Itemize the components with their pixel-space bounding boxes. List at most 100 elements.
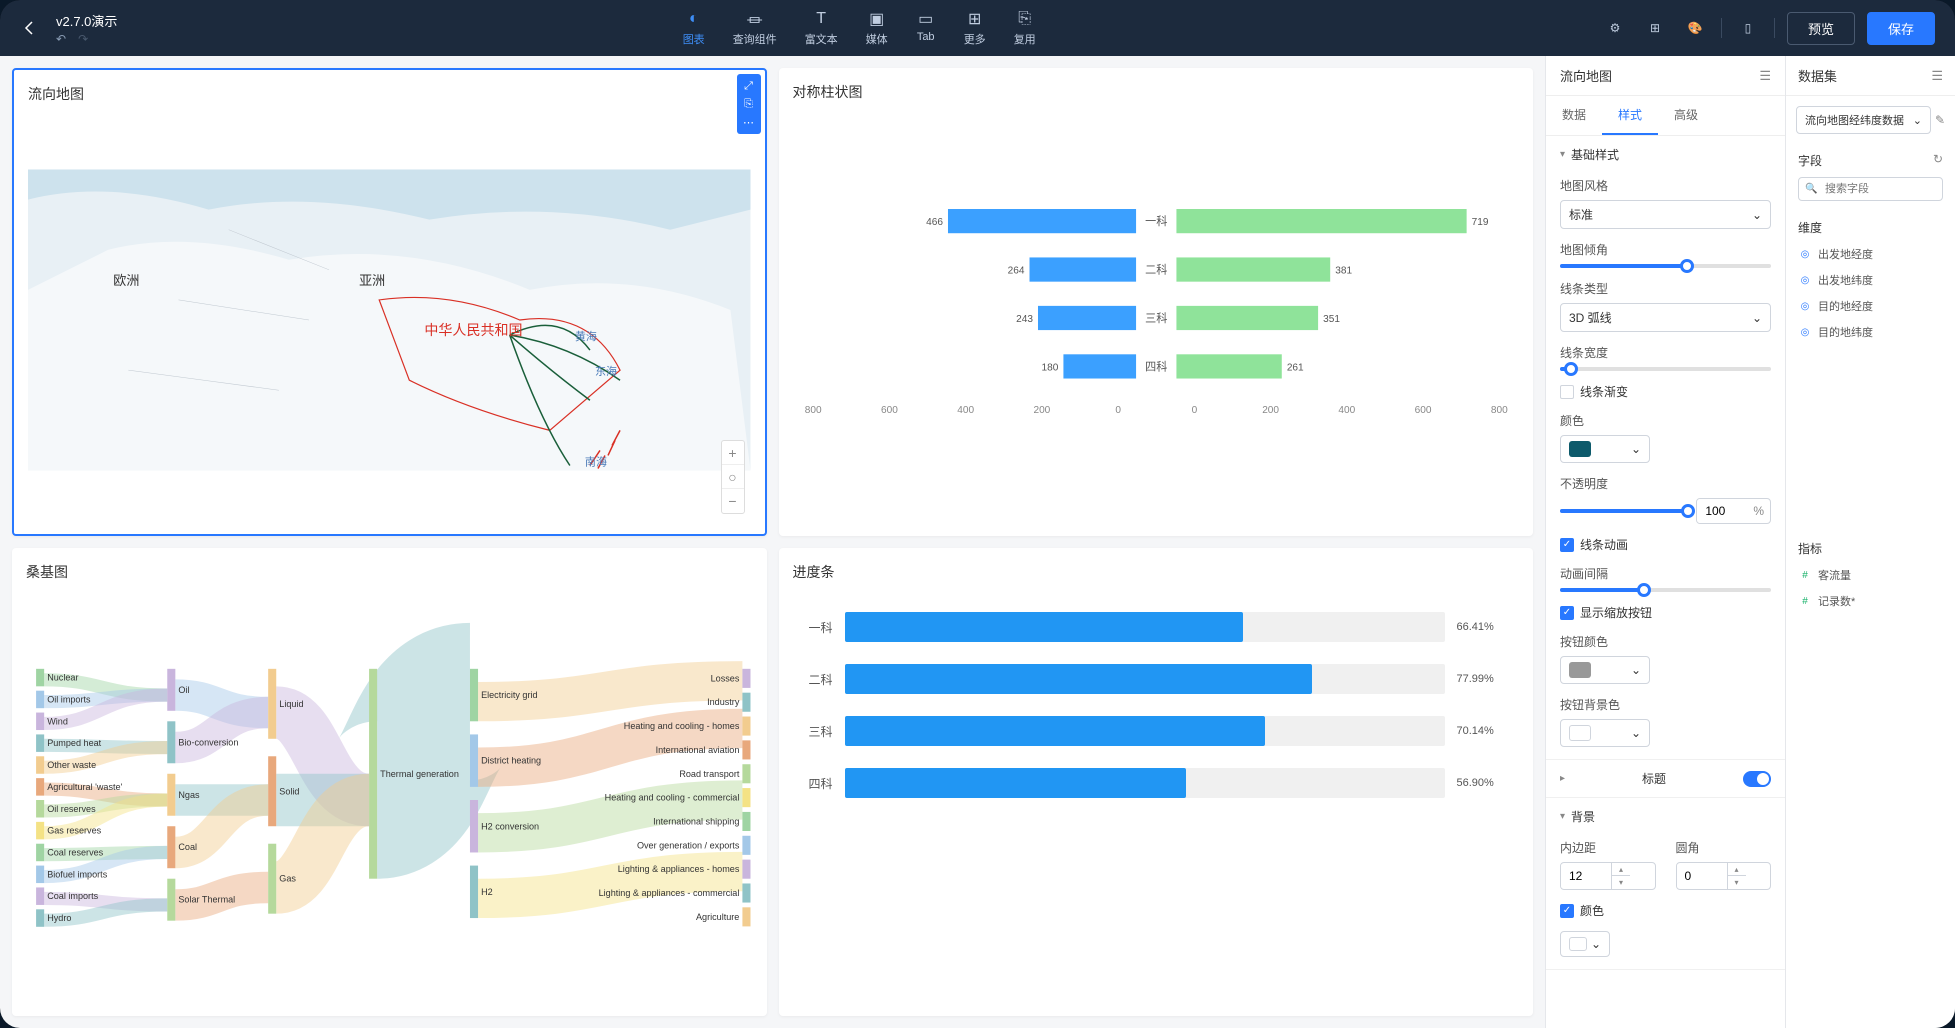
svg-text:466: 466 <box>926 217 943 228</box>
metric-field[interactable]: #记录数* <box>1798 591 1943 611</box>
svg-text:Road transport: Road transport <box>679 769 740 779</box>
bar-chart-panel[interactable]: 对称柱状图 466719一科264381二科243351三科180261四科80… <box>779 68 1534 536</box>
dataset-select[interactable]: 流向地图经纬度数据⌄ <box>1796 106 1931 134</box>
tool-复用[interactable]: ⎘复用 <box>1002 5 1048 51</box>
svg-text:600: 600 <box>1414 405 1431 416</box>
metric-field[interactable]: #客流量 <box>1798 565 1943 585</box>
tab-高级[interactable]: 高级 <box>1658 96 1714 135</box>
title-section-header[interactable]: 标题 <box>1546 760 1785 797</box>
svg-text:Losses: Losses <box>711 673 740 683</box>
tool-媒体[interactable]: ▣媒体 <box>854 5 900 51</box>
anim-interval-slider[interactable] <box>1560 588 1771 592</box>
svg-text:Solar Thermal: Solar Thermal <box>178 895 235 905</box>
mobile-icon[interactable]: ▯ <box>1734 14 1762 42</box>
settings-icon[interactable]: ⚙ <box>1601 14 1629 42</box>
tilt-slider[interactable] <box>1560 264 1771 268</box>
line-type-select[interactable]: 3D 弧线⌄ <box>1560 303 1771 332</box>
bg-color-picker[interactable]: ⌄ <box>1560 931 1610 957</box>
svg-text:Solid: Solid <box>279 786 299 796</box>
svg-text:Nuclear: Nuclear <box>47 673 78 683</box>
svg-text:Coal imports: Coal imports <box>47 891 98 901</box>
copy-icon[interactable]: ⎘ <box>741 96 757 112</box>
zoom-reset-button[interactable]: ○ <box>722 465 744 489</box>
dataset-sidebar: 数据集 ☰ 流向地图经纬度数据⌄ ✎ 字段 ↻ 维 <box>1785 56 1955 1028</box>
dimension-field[interactable]: ◎出发地经度 <box>1798 244 1943 264</box>
padding-input[interactable]: ▴▾ <box>1560 862 1656 890</box>
map-style-select[interactable]: 标准⌄ <box>1560 200 1771 229</box>
sankey-panel[interactable]: 桑基图 NuclearOil importsWindPumped heatOth… <box>12 548 767 1016</box>
zoom-button-checkbox[interactable]: ✓ 显示缩放按钮 <box>1560 604 1771 621</box>
svg-text:四科: 四科 <box>1145 359 1167 373</box>
grid-icon[interactable]: ⊞ <box>1641 14 1669 42</box>
svg-text:261: 261 <box>1286 362 1303 373</box>
opacity-slider[interactable] <box>1560 509 1688 513</box>
button-bg-picker[interactable]: ⌄ <box>1560 719 1650 747</box>
background-section-header[interactable]: 背景 <box>1546 798 1785 835</box>
tool-富文本[interactable]: T富文本 <box>793 5 850 51</box>
svg-text:200: 200 <box>1262 405 1279 416</box>
svg-text:243: 243 <box>1016 314 1033 325</box>
tab-样式[interactable]: 样式 <box>1602 96 1658 135</box>
tool-Tab[interactable]: ▭Tab <box>904 5 948 51</box>
field-search-input[interactable] <box>1798 177 1943 201</box>
tool-查询组件[interactable]: ⏛查询组件 <box>721 5 789 51</box>
expand-icon[interactable]: ⤢ <box>741 78 757 94</box>
back-button[interactable] <box>20 18 40 38</box>
svg-text:二科: 二科 <box>1145 263 1167 277</box>
dimension-field[interactable]: ◎出发地纬度 <box>1798 270 1943 290</box>
svg-text:International shipping: International shipping <box>653 816 739 826</box>
line-color-picker[interactable]: ⌄ <box>1560 435 1650 463</box>
svg-text:中华人民共和国: 中华人民共和国 <box>424 322 522 338</box>
sankey-title: 桑基图 <box>26 562 753 582</box>
save-button[interactable]: 保存 <box>1867 12 1935 45</box>
svg-text:H2: H2 <box>481 887 493 897</box>
more-icon[interactable]: ⋯ <box>741 114 757 130</box>
refresh-fields-icon[interactable]: ↻ <box>1933 152 1943 169</box>
zoom-in-button[interactable]: + <box>722 441 744 465</box>
line-width-slider[interactable] <box>1560 367 1771 371</box>
redo-button[interactable]: ↷ <box>78 32 88 46</box>
base-style-section-header[interactable]: 基础样式 <box>1546 136 1785 173</box>
dimension-field[interactable]: ◎目的地纬度 <box>1798 322 1943 342</box>
svg-text:Electricity grid: Electricity grid <box>481 690 538 700</box>
flow-map-chart: 欧洲 亚洲 中华人民共和国 黄海 东海 南海 <box>28 114 751 526</box>
svg-text:381: 381 <box>1335 266 1352 277</box>
preview-button[interactable]: 预览 <box>1787 12 1855 45</box>
svg-text:Agriculture: Agriculture <box>696 912 739 922</box>
tool-图表[interactable]: ◐图表 <box>671 5 717 51</box>
dataset-menu-icon[interactable]: ☰ <box>1931 68 1943 84</box>
flow-map-panel[interactable]: ⤢ ⎘ ⋯ 流向地图 欧洲 <box>12 68 767 536</box>
progress-panel[interactable]: 进度条 一科 66.41% 二科 77.99% 三科 70.14% 四科 56.… <box>779 548 1534 1016</box>
dimension-field[interactable]: ◎目的地经度 <box>1798 296 1943 316</box>
svg-text:Ngas: Ngas <box>178 790 200 800</box>
animation-checkbox[interactable]: ✓ 线条动画 <box>1560 536 1771 553</box>
svg-text:南海: 南海 <box>585 455 607 469</box>
tab-数据[interactable]: 数据 <box>1546 96 1602 135</box>
bg-color-checkbox[interactable]: ✓ 颜色 <box>1560 902 1771 919</box>
sidebar-menu-icon[interactable]: ☰ <box>1759 68 1771 84</box>
svg-text:Agricultural 'waste': Agricultural 'waste' <box>47 782 122 792</box>
svg-text:Industry: Industry <box>707 697 740 707</box>
sidebar-title: 流向地图 <box>1560 66 1612 85</box>
svg-text:400: 400 <box>1338 405 1355 416</box>
svg-text:Gas: Gas <box>279 874 296 884</box>
title-toggle[interactable] <box>1743 771 1771 787</box>
zoom-out-button[interactable]: − <box>722 489 744 513</box>
edit-dataset-icon[interactable]: ✎ <box>1935 113 1945 127</box>
gradient-checkbox[interactable]: 线条渐变 <box>1560 383 1771 400</box>
flow-map-title: 流向地图 <box>28 84 751 104</box>
palette-icon[interactable]: 🎨 <box>1681 14 1709 42</box>
dataset-title: 数据集 <box>1798 66 1837 85</box>
svg-text:三科: 三科 <box>1145 311 1167 325</box>
canvas: ⤢ ⎘ ⋯ 流向地图 欧洲 <box>0 56 1545 1028</box>
progress-row: 二科 77.99% <box>793 664 1520 694</box>
undo-button[interactable]: ↶ <box>56 32 66 46</box>
svg-text:264: 264 <box>1007 266 1024 277</box>
svg-text:600: 600 <box>881 405 898 416</box>
tool-更多[interactable]: ⊞更多 <box>952 5 998 51</box>
button-color-picker[interactable]: ⌄ <box>1560 656 1650 684</box>
svg-text:Liquid: Liquid <box>279 699 303 709</box>
opacity-input[interactable]: % <box>1696 498 1771 524</box>
radius-input[interactable]: ▴▾ <box>1676 862 1772 890</box>
svg-text:800: 800 <box>1490 405 1507 416</box>
